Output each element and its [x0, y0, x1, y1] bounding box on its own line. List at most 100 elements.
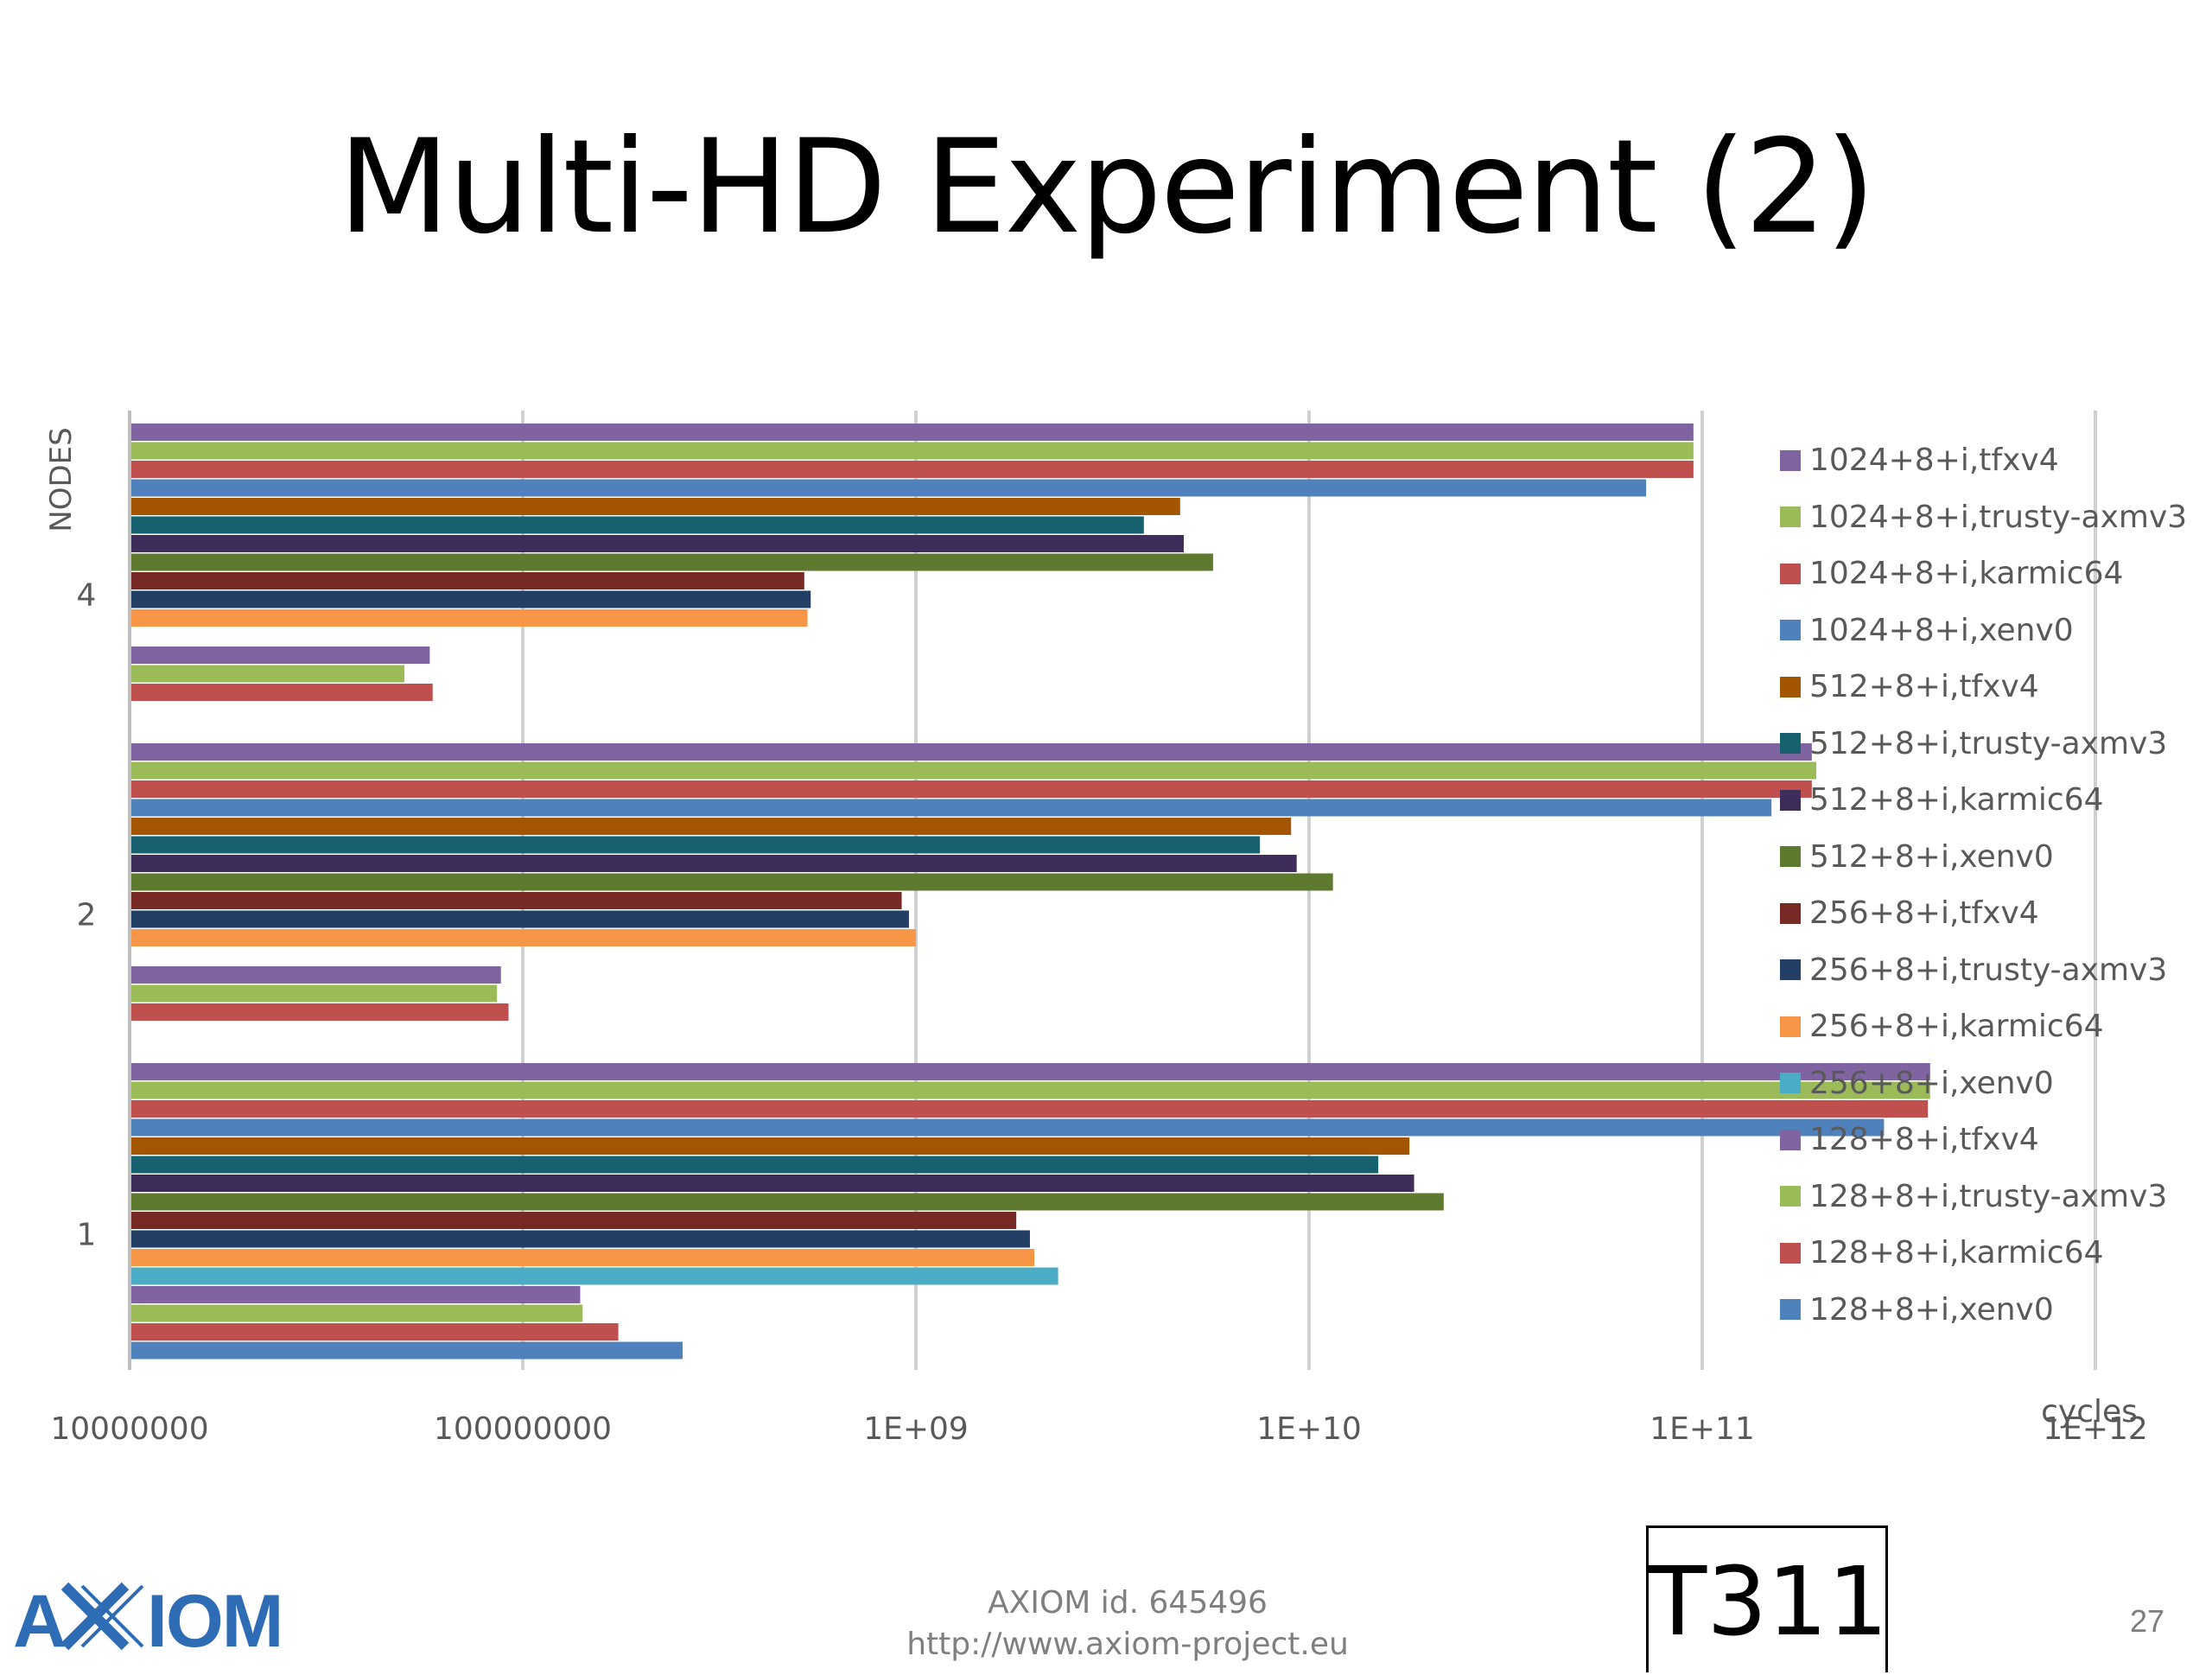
bar	[130, 1193, 1444, 1211]
bar	[130, 818, 1292, 835]
legend-label: 512+8+i,karmic64	[1809, 782, 2104, 818]
x-tick-label: 1E+09	[863, 1411, 969, 1447]
legend-swatch	[1780, 902, 1801, 924]
category-label: 1	[77, 1218, 97, 1253]
legend-label: 128+8+i,karmic64	[1809, 1235, 2104, 1271]
legend-item: 256+8+i,tfxv4	[1780, 885, 2195, 942]
bar	[130, 743, 1812, 761]
legend-swatch	[1780, 846, 1801, 868]
legend-label: 256+8+i,tfxv4	[1809, 895, 2039, 932]
bar	[130, 1341, 683, 1360]
legend-label: 1024+8+i,karmic64	[1809, 556, 2124, 592]
legend-swatch	[1780, 959, 1801, 981]
legend-swatch	[1780, 1129, 1801, 1150]
bar	[130, 873, 1333, 891]
bar	[130, 424, 1694, 441]
legend-label: 512+8+i,tfxv4	[1809, 669, 2039, 705]
legend-label: 512+8+i,trusty-axmv3	[1809, 725, 2168, 761]
bar	[130, 966, 501, 984]
x-tick-label: 10000000	[50, 1411, 208, 1447]
bar	[130, 646, 430, 664]
legend-item: 512+8+i,tfxv4	[1780, 659, 2195, 716]
legend-item: 128+8+i,tfxv4	[1780, 1111, 2195, 1169]
x-tick-label: 1E+12	[2043, 1411, 2148, 1447]
chart-tick-labels: 10000000 100000000 1E+09 1E+10 1E+11 1E+12	[50, 1411, 2147, 1447]
bar	[130, 609, 808, 627]
chart-legend: 1024+8+i,tfxv4 1024+8+i,trusty-axmv3 1024+…	[1780, 432, 2195, 1338]
legend-swatch	[1780, 1299, 1801, 1321]
bar	[130, 1137, 1410, 1155]
legend-item: 512+8+i,trusty-axmv3	[1780, 716, 2195, 773]
x-tick-label: 100000000	[434, 1411, 612, 1447]
legend-label: 512+8+i,xenv0	[1809, 838, 2054, 875]
bar	[130, 479, 1647, 497]
legend-item: 256+8+i,trusty-axmv3	[1780, 942, 2195, 999]
bar	[130, 498, 1180, 515]
bar	[130, 1249, 1034, 1266]
bar	[130, 1267, 1058, 1285]
bar	[130, 516, 1144, 534]
bar	[130, 553, 1213, 571]
legend-swatch	[1780, 506, 1801, 528]
y-axis-label: NODES	[44, 427, 79, 532]
legend-swatch	[1780, 676, 1801, 697]
legend-swatch	[1780, 620, 1801, 641]
bar	[130, 1212, 1017, 1229]
bar	[130, 1003, 509, 1021]
slide-tag-box: T311	[1646, 1525, 1888, 1672]
bar	[130, 572, 804, 589]
bar	[130, 892, 902, 909]
svg-text:IOM: IOM	[147, 1580, 282, 1659]
bar	[130, 442, 1694, 460]
legend-item: 128+8+i,xenv0	[1780, 1282, 2195, 1339]
bar	[130, 799, 1772, 817]
legend-label: 128+8+i,trusty-axmv3	[1809, 1178, 2168, 1214]
legend-item: 256+8+i,karmic64	[1780, 998, 2195, 1055]
legend-item: 128+8+i,trusty-axmv3	[1780, 1169, 2195, 1226]
bar	[130, 1118, 1885, 1137]
bar	[130, 1175, 1414, 1192]
footer-url[interactable]: http://www.axiom-project.eu	[906, 1627, 1349, 1662]
bar	[130, 590, 811, 608]
legend-item: 128+8+i,karmic64	[1780, 1225, 2195, 1282]
bar	[130, 1100, 1929, 1118]
legend-label: 1024+8+i,tfxv4	[1809, 443, 2059, 479]
bar	[130, 1230, 1030, 1248]
bar	[130, 665, 405, 683]
footer-project-id: AXIOM id. 645496	[988, 1585, 1268, 1621]
legend-swatch	[1780, 733, 1801, 755]
bar	[130, 910, 909, 928]
x-tick-label: 1E+11	[1649, 1411, 1755, 1447]
legend-item: 1024+8+i,tfxv4	[1780, 432, 2195, 489]
legend-item: 1024+8+i,trusty-axmv3	[1780, 489, 2195, 546]
page-number: 27	[2130, 1603, 2165, 1639]
bar	[130, 1156, 1379, 1174]
category-label: 2	[77, 898, 97, 933]
bar	[130, 684, 433, 701]
bar	[130, 1304, 583, 1322]
legend-swatch	[1780, 1242, 1801, 1264]
chart-category-labels: 1 2 4	[77, 578, 97, 1253]
legend-item: 512+8+i,karmic64	[1780, 772, 2195, 829]
bar	[130, 535, 1184, 552]
legend-swatch	[1780, 1186, 1801, 1207]
slide-title: Multi-HD Experiment (2)	[338, 112, 1876, 263]
legend-swatch	[1780, 449, 1801, 471]
chart-bars	[130, 424, 1930, 1360]
legend-label: 128+8+i,xenv0	[1809, 1291, 2054, 1328]
bar	[130, 761, 1816, 780]
bar	[130, 780, 1812, 798]
bar	[130, 461, 1694, 478]
category-label: 4	[77, 578, 97, 614]
legend-swatch	[1780, 1073, 1801, 1094]
legend-item: 256+8+i,xenv0	[1780, 1055, 2195, 1112]
bar	[130, 1081, 1930, 1099]
legend-label: 128+8+i,tfxv4	[1809, 1122, 2039, 1158]
x-tick-label: 1E+10	[1256, 1411, 1362, 1447]
slide-tag: T311	[1649, 1546, 1889, 1657]
legend-item: 512+8+i,xenv0	[1780, 829, 2195, 886]
bar	[130, 1286, 581, 1303]
bar	[130, 836, 1261, 854]
legend-label: 256+8+i,trusty-axmv3	[1809, 952, 2168, 988]
